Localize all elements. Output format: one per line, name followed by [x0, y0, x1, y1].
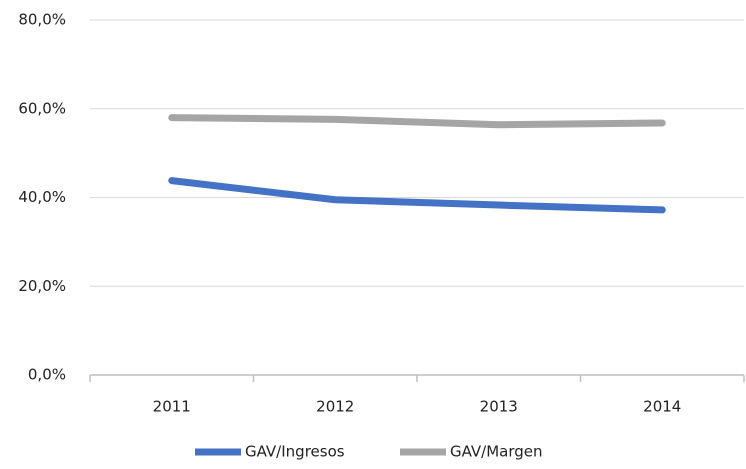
y-tick-label: 60,0% — [18, 99, 66, 117]
x-tick-label: 2012 — [316, 398, 354, 416]
y-tick-label: 40,0% — [18, 188, 66, 206]
series-line — [168, 177, 666, 214]
series-line — [168, 114, 666, 129]
x-tick-label: 2011 — [153, 398, 191, 416]
legend-label: GAV/Margen — [450, 443, 543, 461]
y-tick-label: 0,0% — [28, 366, 66, 384]
x-tick-label: 2014 — [643, 398, 681, 416]
y-tick-label: 80,0% — [18, 11, 66, 29]
legend-label: GAV/Ingresos — [245, 443, 345, 461]
x-tick-label: 2013 — [480, 398, 518, 416]
y-tick-label: 20,0% — [18, 277, 66, 295]
